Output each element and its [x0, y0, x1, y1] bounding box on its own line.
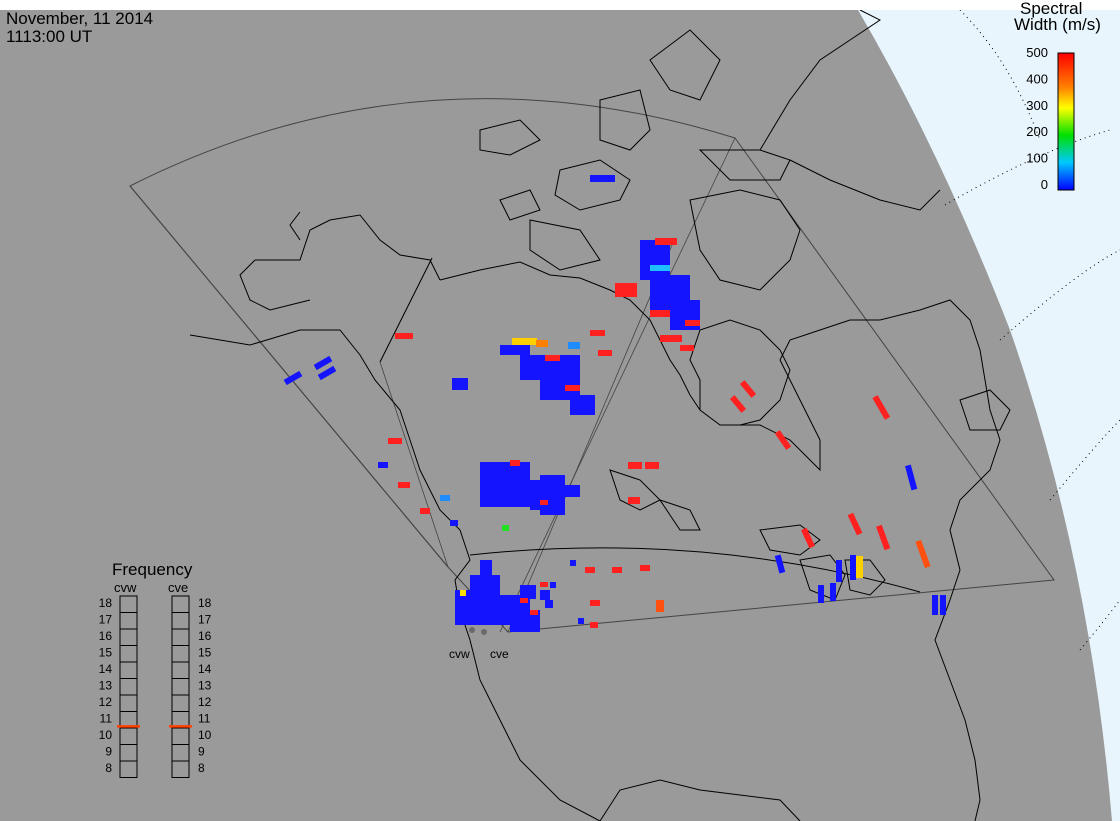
radar-site-cvw: [469, 627, 475, 633]
frequency-tick-left: 14: [99, 662, 113, 676]
frequency-tick-right: 11: [198, 712, 211, 726]
red-near: [520, 582, 548, 615]
orange-north: [536, 340, 548, 347]
scatter-returns: [283, 175, 946, 632]
fov-outline: [129, 98, 1055, 633]
red-far-range: [585, 380, 891, 628]
frequency-tick-left: 12: [99, 695, 113, 709]
frequency-tick-right: 9: [198, 745, 205, 759]
colorbar-tick-label: 0: [1041, 177, 1048, 192]
freq-radar-label-cve: cve: [168, 580, 188, 595]
blue-far-range: [550, 464, 946, 624]
timestamp-header: November, 11 2014 1113:00 UT: [0, 0, 1120, 46]
orange-far-range: [656, 539, 931, 612]
frequency-tick-left: 11: [100, 712, 113, 726]
time-label: 1113:00 UT: [6, 27, 92, 46]
colorbar-tick-label: 400: [1026, 71, 1048, 86]
colorbar-tick-label: 100: [1026, 151, 1048, 166]
colorbar-tick-label: 500: [1026, 45, 1048, 60]
yellow-east: [856, 556, 863, 578]
green-return: [502, 525, 509, 531]
freq-radar-label-cvw: cvw: [114, 580, 137, 595]
frequency-tick-right: 10: [198, 728, 212, 742]
radar-site-cve: [481, 629, 487, 635]
alaska-border: [379, 257, 433, 363]
frequency-tick-right: 13: [198, 679, 212, 693]
colorbar-tick-label: 300: [1026, 98, 1048, 113]
frequency-tick-right: 16: [198, 629, 212, 643]
space-background: [858, 10, 1120, 821]
red-north: [395, 238, 700, 391]
frequency-tick-right: 8: [198, 761, 205, 775]
frequency-tick-right: 15: [198, 646, 212, 660]
colorbar-ticks: 500 400 300 200 100 0: [1026, 45, 1048, 192]
coastlines: [189, 9, 1011, 821]
yellow-north: [512, 338, 537, 345]
red-mid: [510, 460, 548, 505]
date-label: November, 11 2014: [6, 9, 153, 28]
frequency-tick-left: 16: [99, 629, 113, 643]
cluster-near-range: [455, 560, 553, 632]
frequency-panel: Frequency cvw cve 18 18 17 17 16 16 15 15 14 14 13…: [99, 560, 212, 778]
frequency-title: Frequency: [112, 560, 193, 579]
cluster-north: [500, 175, 700, 415]
cluster-alaska: [283, 355, 458, 526]
frequency-tick-left: 8: [105, 761, 112, 775]
frequency-column-cvw: [119, 595, 138, 778]
frequency-tick-right: 12: [198, 695, 212, 709]
grid-lines: [944, 9, 1120, 651]
radar-label-cvw: cvw: [449, 647, 470, 661]
frequency-tick-right: 17: [198, 613, 212, 627]
colorbar-title-1: Spectral: [1020, 0, 1082, 18]
colorbar: Spectral Width (m/s) 500 400 300 200 100 0: [1014, 0, 1101, 192]
frequency-tick-left: 13: [99, 679, 113, 693]
red-west: [388, 438, 430, 514]
cluster-mid-canada: [452, 378, 580, 515]
colorbar-tick-label: 200: [1026, 124, 1048, 139]
frequency-tick-left: 10: [99, 728, 113, 742]
frequency-tick-left: 15: [99, 646, 113, 660]
frequency-scale: 18 18 17 17 16 16 15 15 14 14 13 13 12 12 11 11 10 10 9 9 8 8: [99, 595, 212, 778]
yellow-return: [460, 590, 466, 596]
frequency-tick-right: 18: [198, 596, 212, 610]
cyan-return: [440, 495, 450, 501]
frequency-tick-right: 14: [198, 662, 212, 676]
radar-sites: cvw cve: [449, 627, 509, 661]
colorbar-gradient: [1057, 52, 1075, 191]
frequency-tick-left: 18: [99, 596, 113, 610]
radar-label-cve: cve: [490, 647, 509, 661]
cyan-north: [568, 342, 580, 349]
frequency-column-cve: [171, 595, 190, 778]
frequency-tick-left: 17: [99, 613, 113, 627]
frequency-tick-left: 9: [105, 745, 112, 759]
cyan-north-2: [650, 265, 670, 271]
colorbar-title-2: Width (m/s): [1014, 15, 1101, 34]
